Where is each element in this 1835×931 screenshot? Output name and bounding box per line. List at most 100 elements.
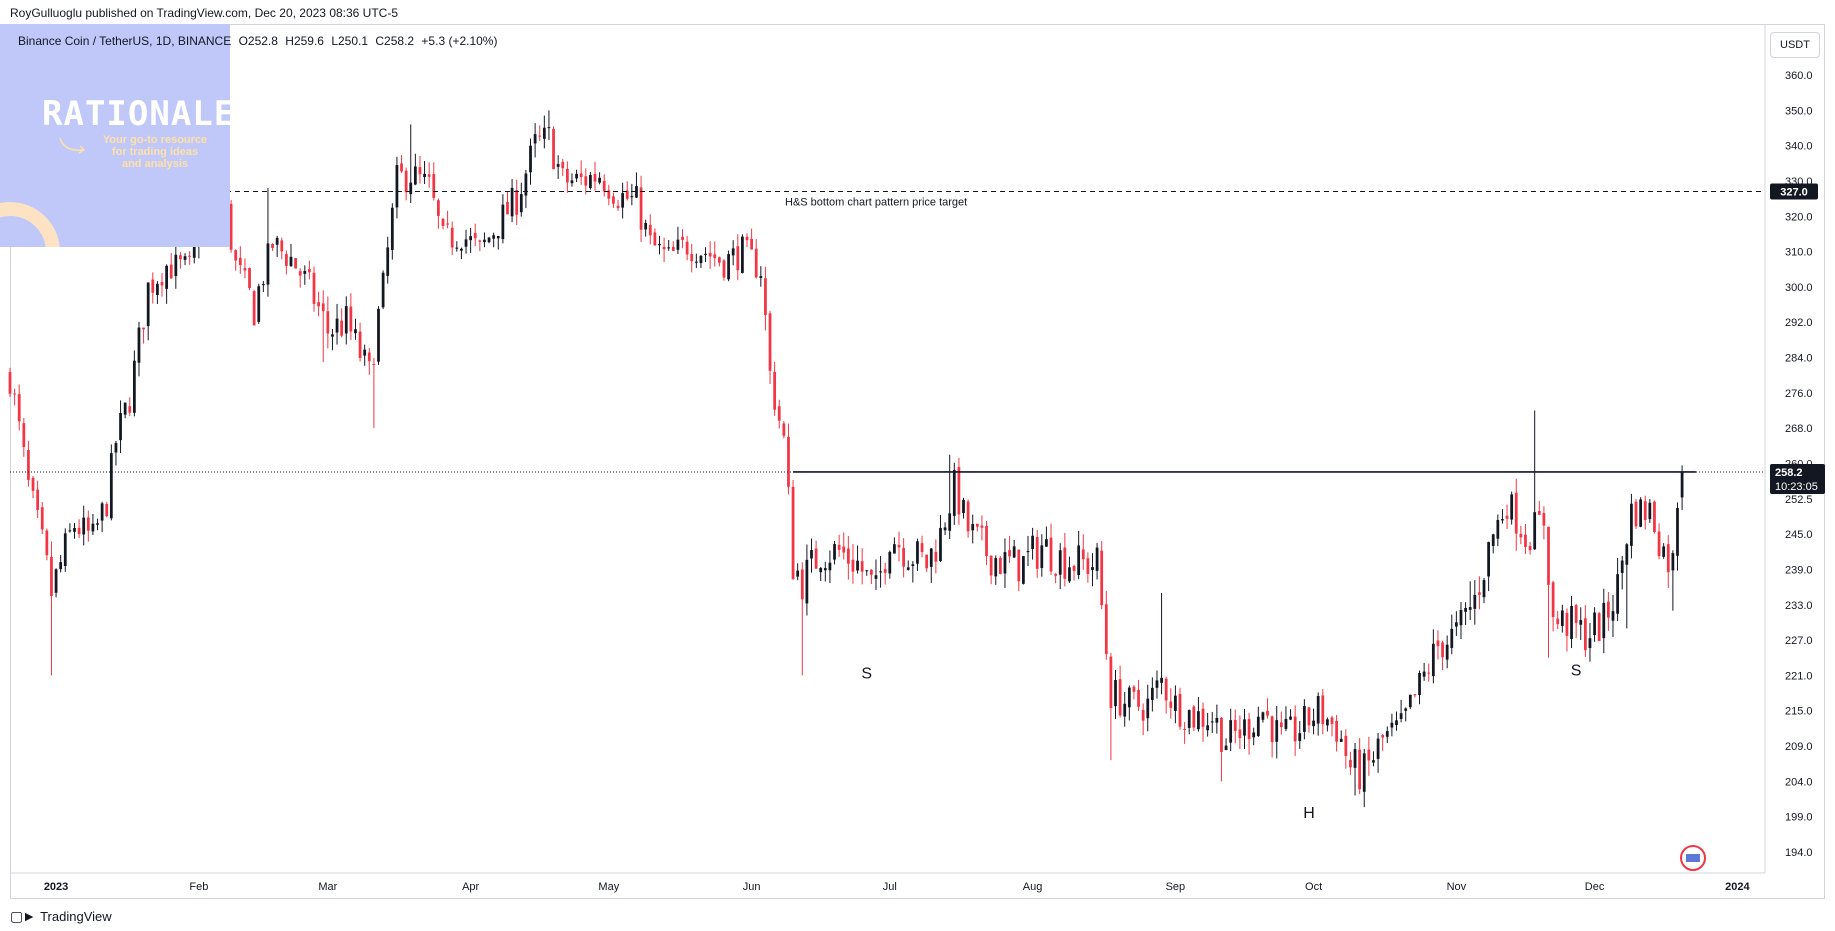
candle-body (1114, 679, 1117, 707)
ohlc-close: C258.2 (375, 34, 415, 48)
candle-body (676, 239, 680, 250)
candle-body (40, 507, 44, 530)
candle-body (1385, 731, 1389, 737)
price-tick-label: 300.0 (1785, 282, 1813, 294)
candle-body (579, 173, 583, 177)
price-tick-label: 252.5 (1785, 494, 1813, 506)
candle-body (142, 327, 145, 330)
candle-body (496, 235, 500, 239)
candle-body (906, 567, 910, 570)
time-tick-label: 2024 (1725, 881, 1750, 893)
candle-body (1058, 550, 1062, 575)
candle-body (77, 527, 81, 535)
candle-body (1551, 582, 1555, 618)
candle-body (1210, 721, 1214, 723)
candle-body (1427, 672, 1431, 674)
candle-body (1528, 546, 1532, 551)
candle-body (529, 145, 532, 173)
candle-body (1045, 539, 1048, 547)
target-price-badge (1770, 183, 1818, 200)
candle-body (63, 533, 67, 566)
candle-body (690, 254, 694, 262)
candle-body (1049, 537, 1053, 572)
candle-body (1118, 679, 1122, 716)
candle-body (243, 268, 247, 271)
candle-body (91, 523, 95, 532)
candle-body (1252, 732, 1256, 738)
candle-body (160, 282, 164, 286)
candle-body (612, 196, 615, 204)
candle-body (156, 283, 159, 295)
candle-body (1367, 749, 1371, 761)
candle-body (165, 265, 168, 289)
candle-body (589, 174, 592, 188)
candle-body (413, 166, 417, 185)
candle-body (395, 165, 399, 208)
candle-body (358, 331, 362, 358)
time-tick-label: Nov (1447, 881, 1467, 893)
candle-body (1597, 613, 1601, 641)
candle-body (768, 313, 772, 371)
candle-body (1413, 694, 1417, 696)
time-tick-label: Aug (1023, 881, 1043, 893)
candle-body (810, 550, 813, 559)
pattern-label: S (1571, 662, 1582, 679)
candle-body (31, 477, 35, 491)
candle-body (331, 334, 334, 337)
candle-body (925, 554, 929, 569)
candle-body (1077, 545, 1081, 576)
candle-body (565, 168, 569, 183)
candle-body (985, 525, 988, 557)
candle-body (123, 402, 127, 415)
candle-body (455, 247, 459, 249)
ohlc-open: O252.8 (238, 34, 278, 48)
candle-body (146, 282, 150, 326)
candle-body (96, 523, 99, 525)
candle-body (593, 173, 597, 182)
candle-body (312, 272, 316, 304)
candle-body (450, 227, 454, 248)
candle-body (483, 239, 486, 243)
candle-body (1487, 542, 1491, 577)
candle-body (644, 222, 648, 230)
candle-body (1040, 545, 1044, 569)
price-tick-label: 221.0 (1785, 670, 1813, 682)
candle-body (1302, 706, 1306, 732)
chart-frame[interactable] (10, 24, 1825, 899)
price-tick-label: 268.0 (1785, 423, 1813, 435)
candle-body (446, 223, 449, 225)
candle-body (1275, 720, 1279, 742)
candle-body (1289, 716, 1292, 720)
candle-body (681, 236, 684, 241)
symbol-name[interactable]: Binance Coin / TetherUS, 1D, BINANCE (18, 34, 232, 48)
candle-body (1418, 672, 1421, 696)
candle-body (989, 555, 993, 576)
candle-body (902, 547, 906, 567)
candle-body (1335, 720, 1338, 742)
price-tick-label: 310.0 (1785, 247, 1813, 259)
tradingview-logo[interactable]: ▢► TradingView (10, 908, 112, 925)
candle-body (1164, 678, 1168, 701)
price-tick-label: 204.0 (1785, 776, 1813, 788)
candle-body (169, 264, 173, 279)
candle-body (100, 503, 104, 521)
candle-body (662, 246, 666, 250)
candle-body (819, 567, 823, 573)
currency-unit-button[interactable]: USDT (1770, 32, 1820, 58)
last-price-badge (1770, 463, 1825, 494)
symbol-legend[interactable]: Binance Coin / TetherUS, 1D, BINANCE O25… (18, 34, 505, 48)
candle-body (1505, 515, 1509, 519)
candle-body (939, 527, 942, 562)
candle-body (1653, 501, 1656, 533)
candle-body (50, 556, 53, 596)
candle-body (699, 255, 703, 264)
candle-body (151, 279, 155, 293)
candle-body (128, 406, 132, 413)
candle-body (1137, 689, 1140, 707)
candle-body (289, 256, 293, 267)
price-tick-label: 350.0 (1785, 105, 1813, 117)
candle-body (796, 570, 800, 577)
pattern-label: H (1303, 805, 1315, 822)
candle-body (1662, 546, 1666, 557)
